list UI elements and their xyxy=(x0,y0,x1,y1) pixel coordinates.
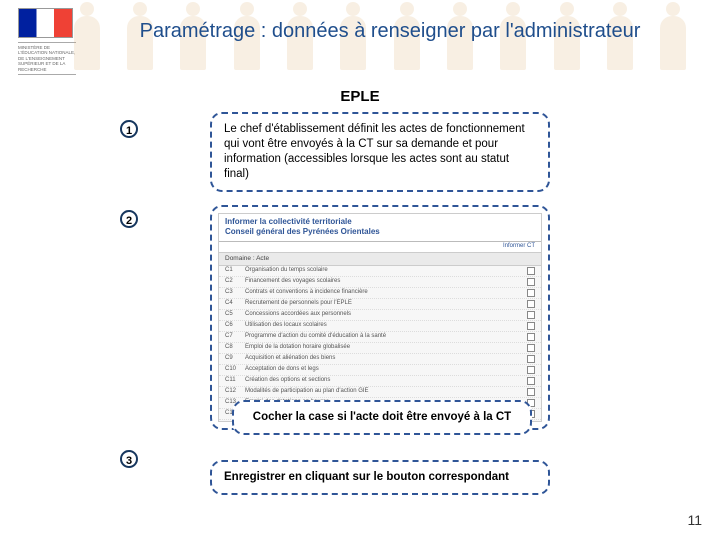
form-row: C9Acquisition et aliénation des biens xyxy=(219,354,541,365)
form-row: C3Contrats et conventions à incidence fi… xyxy=(219,288,541,299)
form-row-label: Contrats et conventions à incidence fina… xyxy=(245,289,527,297)
form-row-checkbox[interactable] xyxy=(527,278,535,286)
form-row-checkbox[interactable] xyxy=(527,344,535,352)
form-row: C11Création des options et sections xyxy=(219,376,541,387)
callout-cocher: Cocher la case si l'acte doit être envoy… xyxy=(232,400,532,435)
form-row: C4Recrutement de personnels pour l'EPLE xyxy=(219,299,541,310)
page-title: Paramétrage : données à renseigner par l… xyxy=(80,20,700,43)
form-row: C1Organisation du temps scolaire xyxy=(219,266,541,277)
form-row-checkbox[interactable] xyxy=(527,388,535,396)
page-number: 11 xyxy=(687,512,702,528)
form-row-label: Programme d'action du comité d'éducation… xyxy=(245,333,527,341)
callout-enreg-text: Enregistrer en cliquant sur le bouton co… xyxy=(224,471,509,483)
form-row-code: C11 xyxy=(225,377,245,385)
form-row-code: C12 xyxy=(225,388,245,396)
form-row-label: Acquisition et aliénation des biens xyxy=(245,355,527,363)
form-row-checkbox[interactable] xyxy=(527,333,535,341)
form-row-checkbox[interactable] xyxy=(527,355,535,363)
form-row-label: Acceptation de dons et legs xyxy=(245,366,527,374)
form-header-2: Conseil général des Pyrénées Orientales xyxy=(225,227,380,236)
form-row-code: C7 xyxy=(225,333,245,341)
step-2-form-box: Informer la collectivité territoriale Co… xyxy=(210,205,550,430)
form-row-checkbox[interactable] xyxy=(527,267,535,275)
form-domain-label: Domaine : Acte xyxy=(219,253,541,266)
step-number-2: 2 xyxy=(120,210,138,228)
callout-cocher-text: Cocher la case si l'acte doit être envoy… xyxy=(253,411,511,423)
form-row-label: Recrutement de personnels pour l'EPLE xyxy=(245,300,527,308)
step-1-text: Le chef d'établissement définit les acte… xyxy=(224,123,525,180)
form-row-code: C5 xyxy=(225,311,245,319)
form-screenshot: Informer la collectivité territoriale Co… xyxy=(218,213,542,422)
form-row: C6Utilisation des locaux scolaires xyxy=(219,321,541,332)
form-row: C10Acceptation de dons et legs xyxy=(219,365,541,376)
form-row-code: C1 xyxy=(225,267,245,275)
form-column-header: Informer CT xyxy=(219,242,541,253)
form-row-checkbox[interactable] xyxy=(527,300,535,308)
form-row-checkbox[interactable] xyxy=(527,289,535,297)
step-1-text-box: Le chef d'établissement définit les acte… xyxy=(210,112,550,192)
form-row-label: Création des options et sections xyxy=(245,377,527,385)
form-header-1: Informer la collectivité territoriale xyxy=(225,217,352,226)
form-row-code: C4 xyxy=(225,300,245,308)
form-row-label: Concessions accordées aux personnels xyxy=(245,311,527,319)
form-row-code: C9 xyxy=(225,355,245,363)
form-row-code: C2 xyxy=(225,278,245,286)
form-row-code: C6 xyxy=(225,322,245,330)
form-row-label: Utilisation des locaux scolaires xyxy=(245,322,527,330)
form-row-code: C8 xyxy=(225,344,245,352)
form-row: C2Financement des voyages scolaires xyxy=(219,277,541,288)
form-row-checkbox[interactable] xyxy=(527,322,535,330)
form-row-checkbox[interactable] xyxy=(527,311,535,319)
form-row: C8Emploi de la dotation horaire globalis… xyxy=(219,343,541,354)
step-number-3: 3 xyxy=(120,450,138,468)
form-row-code: C10 xyxy=(225,366,245,374)
form-row-checkbox[interactable] xyxy=(527,366,535,374)
step-number-1: 1 xyxy=(120,120,138,138)
form-row: C5Concessions accordées aux personnels xyxy=(219,310,541,321)
form-row-label: Financement des voyages scolaires xyxy=(245,278,527,286)
form-row: C7Programme d'action du comité d'éducati… xyxy=(219,332,541,343)
form-row-label: Modalités de participation au plan d'act… xyxy=(245,388,527,396)
section-label: EPLE xyxy=(0,88,720,105)
form-row-checkbox[interactable] xyxy=(527,377,535,385)
form-row-label: Organisation du temps scolaire xyxy=(245,267,527,275)
form-row-label: Emploi de la dotation horaire globalisée xyxy=(245,344,527,352)
callout-enregistrer: Enregistrer en cliquant sur le bouton co… xyxy=(210,460,550,495)
form-row-code: C3 xyxy=(225,289,245,297)
form-row: C12Modalités de participation au plan d'… xyxy=(219,387,541,398)
